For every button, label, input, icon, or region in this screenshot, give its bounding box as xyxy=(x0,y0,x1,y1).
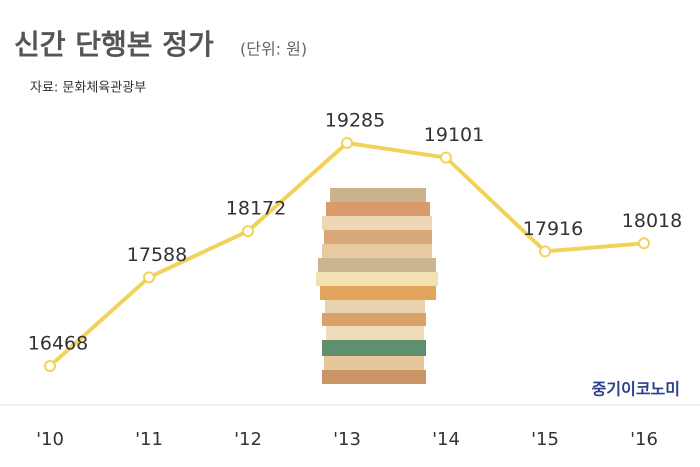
x-tick-label: '10 xyxy=(36,429,64,450)
point xyxy=(539,245,551,258)
x-tick-label: '12 xyxy=(234,429,262,450)
value-label: 19285 xyxy=(325,110,385,132)
chart-title: 신간 단행본 정가 xyxy=(14,28,214,61)
value-label: 19101 xyxy=(424,124,484,146)
brand: 중기이코노미 xyxy=(592,380,680,399)
chart-subtitle: (단위: 원) xyxy=(240,40,307,59)
x-tick-label: '16 xyxy=(630,429,658,450)
value-label: 17588 xyxy=(127,244,187,266)
point xyxy=(44,360,56,372)
book-stack xyxy=(316,188,438,384)
point xyxy=(143,271,155,284)
x-tick-label: '15 xyxy=(531,429,559,450)
point xyxy=(638,237,650,250)
value-label: 16468 xyxy=(28,333,88,355)
x-tick-label: '11 xyxy=(135,429,163,450)
point xyxy=(242,225,254,238)
point xyxy=(341,137,353,149)
x-tick-label: '14 xyxy=(432,429,460,450)
value-label: 18018 xyxy=(622,210,682,232)
source: 자료: 문화체육관광부 xyxy=(30,81,146,96)
value-label: 17916 xyxy=(523,218,583,240)
x-tick-label: '13 xyxy=(333,429,361,450)
value-label: 18172 xyxy=(226,198,286,220)
point xyxy=(440,151,452,164)
